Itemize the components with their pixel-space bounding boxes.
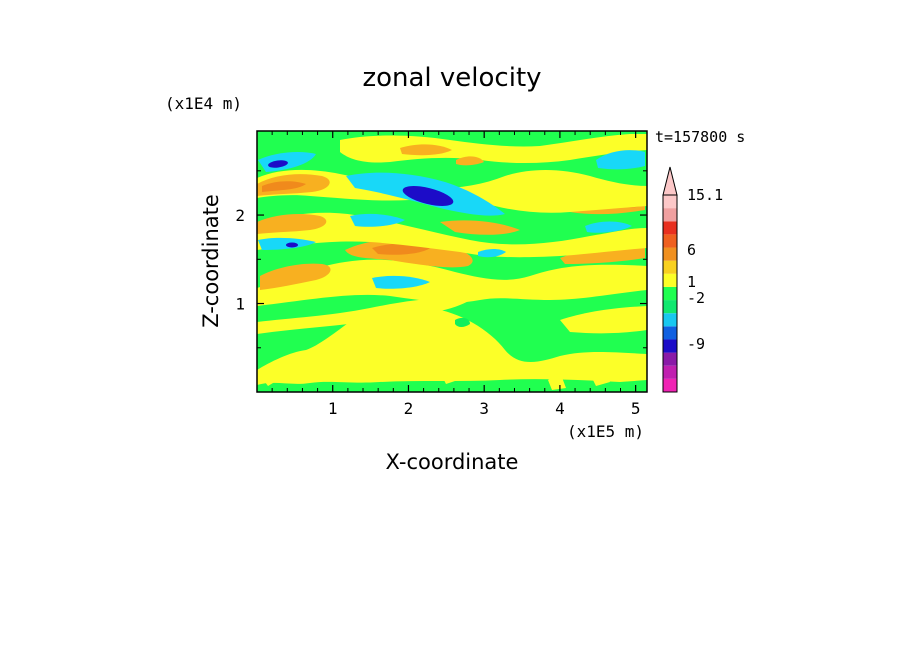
upper-orange-lobe [257, 214, 327, 234]
colorbar-swatch [663, 286, 677, 301]
bottom-yellow-speckles [262, 358, 610, 390]
cyan-mid-left [350, 213, 405, 227]
y-axis-label: Z-coordinate [199, 194, 223, 328]
x-axis-label: X-coordinate [386, 450, 519, 474]
colorbar-swatch [663, 195, 677, 209]
chart-title: zonal velocity [362, 63, 541, 93]
x-axis-units: (x1E5 m) [567, 422, 644, 441]
y-tick-label: 2 [235, 206, 245, 225]
y-axis-units: (x1E4 m) [165, 94, 242, 113]
blue-core-large [402, 186, 454, 206]
colorbar-tick-label: -2 [687, 289, 705, 307]
cyan-right [585, 221, 632, 233]
contour-field [257, 131, 647, 392]
y-axis-ticks: 12 [235, 170, 647, 349]
top-left-dark-orange [262, 181, 306, 192]
time-label: t=157800 s [655, 128, 745, 146]
center-orange-lobe [440, 220, 520, 235]
lower-right-yellow [560, 306, 647, 334]
colorbar-swatch [663, 247, 677, 261]
x-axis-ticks: 1 2 3 4 5 [271, 131, 641, 418]
colorbar-frame [662, 194, 678, 393]
colorbar-swatch [663, 378, 677, 392]
colorbar-swatch [663, 339, 677, 353]
left-orange-lobe [260, 263, 331, 290]
colorbar-swatch [663, 300, 677, 314]
x-tick-label: 2 [404, 399, 414, 418]
mid-dark-orange-core [372, 243, 430, 255]
colorbar-tick-label: 6 [687, 241, 696, 259]
green-pocket-1 [455, 317, 470, 327]
colorbar-swatch [663, 260, 677, 274]
top-yellow-strip [340, 134, 647, 163]
blue-core-mid-left [286, 242, 298, 248]
colorbar-extend-arrow [662, 166, 678, 196]
colorbar-swatch [663, 221, 677, 235]
x-tick-label: 3 [479, 399, 489, 418]
colorbar-swatch [663, 234, 677, 248]
colorbar-swatch [663, 352, 677, 366]
colorbar-swatch [663, 273, 677, 287]
mid-yellow-band [257, 259, 647, 306]
top-orange-1 [400, 144, 452, 156]
lower-yellow-region [257, 306, 647, 392]
mid-right-orange [560, 247, 645, 264]
y-tick-label: 1 [235, 295, 245, 314]
x-tick-label: 4 [555, 399, 565, 418]
cyan-small-right [478, 249, 506, 258]
cyan-top-right [596, 150, 645, 170]
colorbar-swatch [663, 365, 677, 379]
colorbar-tick-label: 1 [687, 273, 696, 291]
colorbar-swatch [663, 208, 677, 222]
plot-frame [256, 130, 648, 393]
x-tick-label: 1 [328, 399, 338, 418]
colorbar-tick-label: 15.1 [687, 186, 723, 204]
blue-core-top-left [268, 160, 288, 168]
colorbar-swatch [663, 326, 677, 340]
top-orange-2 [456, 156, 484, 166]
colorbar-swatch [663, 313, 677, 327]
x-tick-label: 5 [631, 399, 641, 418]
colorbar-tick-label: -9 [687, 335, 705, 353]
colorbar: 15.1 6 1-2 -9 [662, 166, 723, 393]
lower-yellow-tongue [257, 298, 470, 334]
cyan-low-mid [372, 275, 430, 289]
